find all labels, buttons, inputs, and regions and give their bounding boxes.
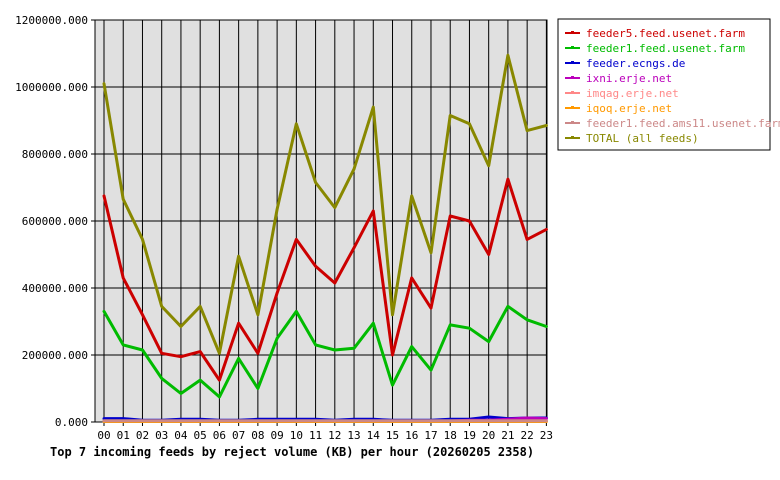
x-tick-label: 11 (309, 429, 322, 442)
legend-entry: feeder1.feed.ams11.usenet.farm (586, 117, 780, 130)
series-line (102, 53, 548, 355)
y-tick-label: 1200000.000 (15, 14, 88, 27)
x-tick-label: 09 (270, 429, 283, 442)
x-tick-label: 18 (444, 429, 457, 442)
x-tick-label: 06 (213, 429, 226, 442)
y-tick-label: 800000.000 (22, 148, 88, 161)
x-tick-label: 10 (290, 429, 303, 442)
chart-title: Top 7 incoming feeds by reject volume (K… (50, 445, 534, 459)
x-tick-label: 22 (521, 429, 534, 442)
legend-marker (571, 61, 574, 64)
x-tick-label: 16 (405, 429, 418, 442)
x-tick-label: 23 (540, 429, 553, 442)
x-axis: 00 01 02 03 04 05 06 07 08 09 10 11 12 13 14 15 16 17 18 19… (97, 422, 553, 442)
legend-marker (571, 31, 574, 34)
x-tick-label: 12 (328, 429, 341, 442)
x-tick-label: 21 (501, 429, 514, 442)
x-tick-label: 14 (367, 429, 381, 442)
legend-entry: feeder1.feed.usenet.farm (586, 42, 745, 55)
x-tick-label: 00 (97, 429, 110, 442)
x-tick-label: 20 (482, 429, 495, 442)
legend-marker (571, 136, 574, 139)
legend-marker (571, 46, 574, 49)
y-tick-label: 600000.000 (22, 215, 88, 228)
legend-marker (571, 91, 574, 94)
x-tick-label: 19 (463, 429, 476, 442)
legend-entry: iqoq.erje.net (586, 102, 672, 115)
x-tick-label: 02 (136, 429, 149, 442)
legend-box (557, 18, 771, 151)
y-tick-label: 200000.000 (22, 349, 88, 362)
legend-entry: imqag.erje.net (586, 87, 679, 100)
x-tick-label: 01 (117, 429, 130, 442)
legend-marker (571, 121, 574, 124)
y-axis: 0.000 200000.000 400000.000 600000.000 80000… (15, 14, 95, 429)
series-line (102, 177, 548, 382)
y-tick-label: 0.000 (55, 416, 88, 429)
legend-marker (571, 76, 574, 79)
x-tick-label: 04 (174, 429, 188, 442)
x-tick-label: 07 (232, 429, 245, 442)
series-line (102, 304, 548, 399)
legend: feeder5.feed.usenet.farm feeder1.feed.use… (557, 18, 780, 151)
y-tick-label: 400000.000 (22, 282, 88, 295)
legend-entry: ixni.erje.net (586, 72, 672, 85)
x-tick-label: 17 (424, 429, 437, 442)
x-tick-label: 13 (347, 429, 360, 442)
x-tick-label: 05 (194, 429, 207, 442)
legend-marker (571, 106, 574, 109)
x-tick-label: 15 (386, 429, 399, 442)
legend-entry: feeder.ecngs.de (586, 57, 685, 70)
legend-entry: feeder5.feed.usenet.farm (586, 27, 745, 40)
x-tick-label: 03 (155, 429, 168, 442)
legend-entry: TOTAL (all feeds) (586, 132, 699, 145)
x-tick-label: 08 (251, 429, 264, 442)
series-lines (102, 53, 548, 423)
y-tick-label: 1000000.000 (15, 81, 88, 94)
